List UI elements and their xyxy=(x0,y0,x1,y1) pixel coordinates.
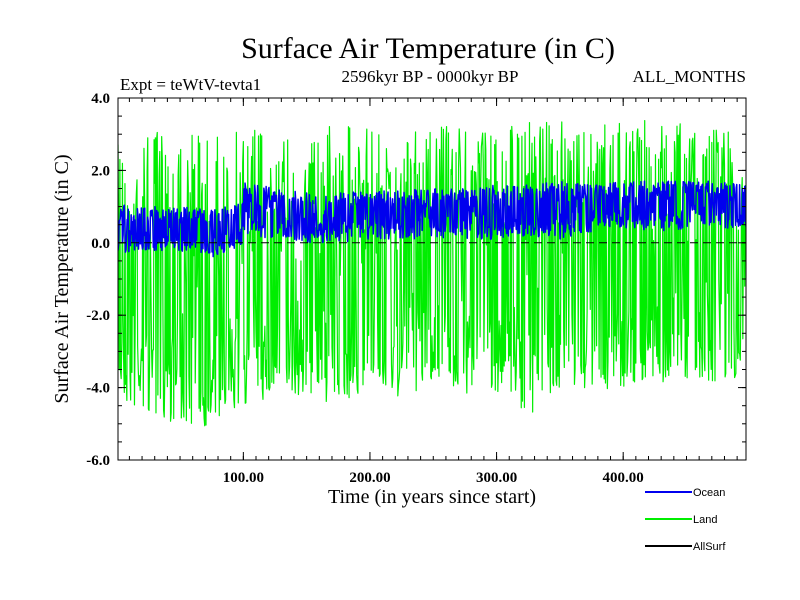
x-tick-label: 200.00 xyxy=(349,470,390,486)
y-tick-label: -4.0 xyxy=(86,381,110,397)
experiment-label: Expt = teWtV-tevta1 xyxy=(120,75,261,94)
y-tick-label: 2.0 xyxy=(91,163,110,179)
months-label: ALL_MONTHS xyxy=(633,67,746,86)
x-tick-label: 300.00 xyxy=(476,470,517,486)
series-line-ocean xyxy=(118,180,746,258)
y-tick-label: 4.0 xyxy=(91,91,110,107)
x-axis-label: Time (in years since start) xyxy=(328,486,536,508)
plot-area xyxy=(118,119,746,427)
x-tick-label: 100.00 xyxy=(223,470,264,486)
legend-label-ocean: Ocean xyxy=(693,487,725,499)
legend-label-allsurf: AllSurf xyxy=(693,541,726,553)
y-tick-label: -6.0 xyxy=(86,453,110,469)
period-label: 2596kyr BP - 0000kyr BP xyxy=(342,67,519,86)
y-tick-label: -2.0 xyxy=(86,308,110,324)
series-line-land xyxy=(118,119,746,427)
chart-title: Surface Air Temperature (in C) xyxy=(241,32,615,65)
x-tick-label: 400.00 xyxy=(603,470,644,486)
y-axis-label: Surface Air Temperature (in C) xyxy=(51,154,73,403)
y-tick-label: 0.0 xyxy=(91,236,110,252)
legend-label-land: Land xyxy=(693,514,717,526)
axis-ticks: 4.0 2.0 0.0 -2.0 -4.0 -6.0 100.00 200.00 300.00 4… xyxy=(86,91,746,486)
legend: Ocean Land AllSurf xyxy=(645,487,726,553)
